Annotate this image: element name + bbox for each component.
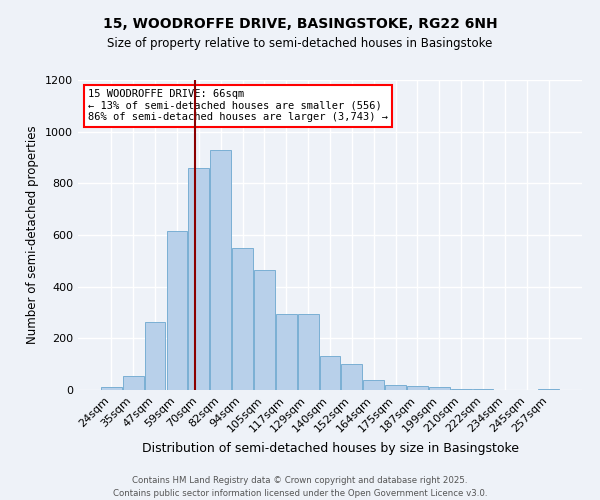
Bar bbox=[341, 364, 362, 390]
Y-axis label: Number of semi-detached properties: Number of semi-detached properties bbox=[26, 126, 40, 344]
Bar bbox=[276, 314, 296, 390]
Text: 15 WOODROFFE DRIVE: 66sqm
← 13% of semi-detached houses are smaller (556)
86% of: 15 WOODROFFE DRIVE: 66sqm ← 13% of semi-… bbox=[88, 90, 388, 122]
Bar bbox=[188, 168, 209, 390]
Bar bbox=[429, 388, 450, 390]
Bar bbox=[210, 150, 231, 390]
Text: Size of property relative to semi-detached houses in Basingstoke: Size of property relative to semi-detach… bbox=[107, 38, 493, 51]
Bar bbox=[538, 388, 559, 390]
Bar bbox=[145, 322, 166, 390]
Text: Contains HM Land Registry data © Crown copyright and database right 2025.
Contai: Contains HM Land Registry data © Crown c… bbox=[113, 476, 487, 498]
X-axis label: Distribution of semi-detached houses by size in Basingstoke: Distribution of semi-detached houses by … bbox=[142, 442, 518, 455]
Bar bbox=[364, 380, 384, 390]
Text: 15, WOODROFFE DRIVE, BASINGSTOKE, RG22 6NH: 15, WOODROFFE DRIVE, BASINGSTOKE, RG22 6… bbox=[103, 18, 497, 32]
Bar bbox=[254, 270, 275, 390]
Bar bbox=[320, 356, 340, 390]
Bar bbox=[298, 314, 319, 390]
Bar bbox=[451, 388, 472, 390]
Bar bbox=[101, 388, 122, 390]
Bar bbox=[123, 376, 143, 390]
Bar bbox=[407, 386, 428, 390]
Bar bbox=[232, 248, 253, 390]
Bar bbox=[167, 231, 187, 390]
Bar bbox=[385, 385, 406, 390]
